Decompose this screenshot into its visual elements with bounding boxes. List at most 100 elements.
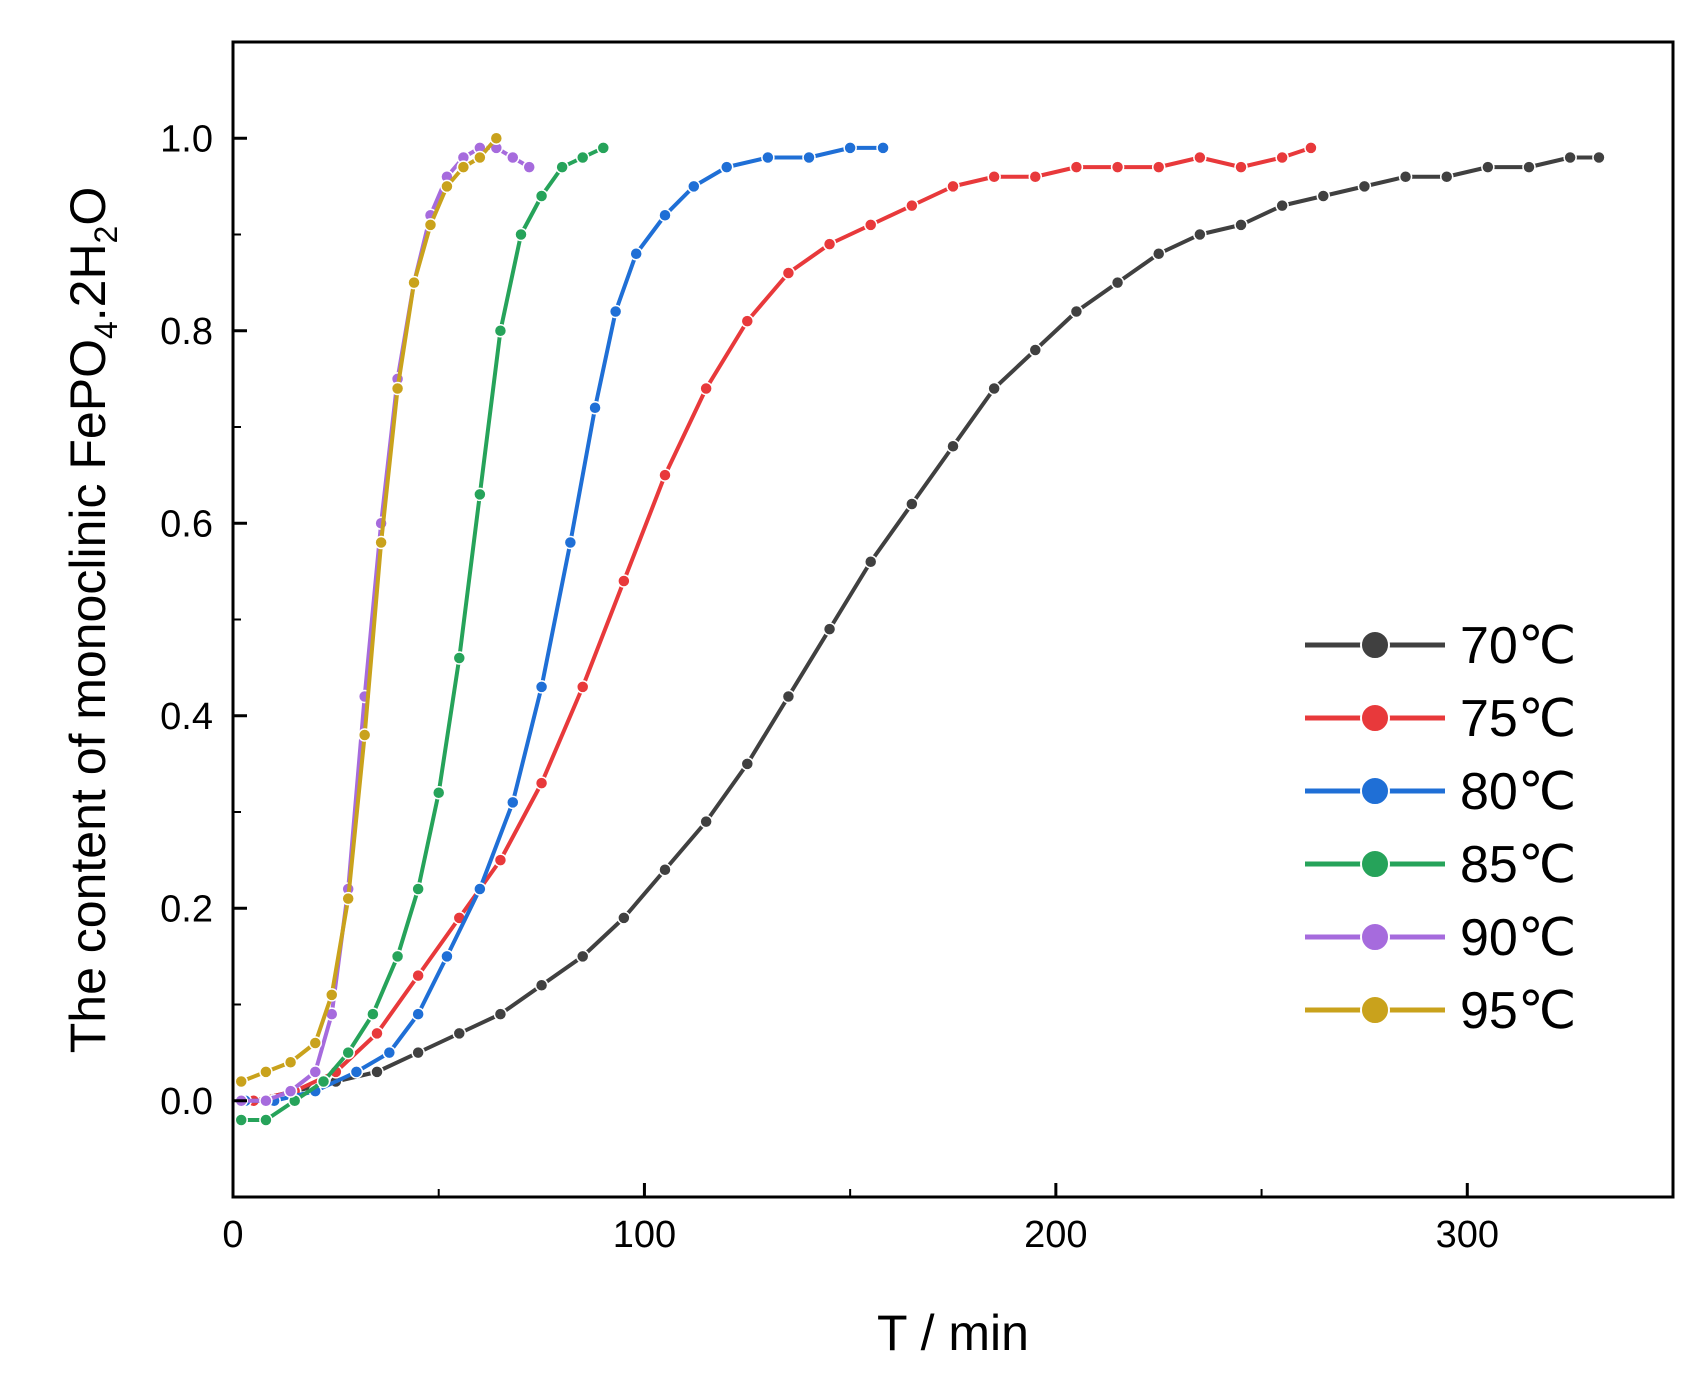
- legend-item: 70℃: [1305, 617, 1576, 675]
- data-point: [1110, 160, 1125, 174]
- data-point: [493, 324, 508, 338]
- data-point: [456, 160, 471, 174]
- x-tick-label: 300: [1436, 1214, 1499, 1256]
- legend-marker: [1360, 776, 1390, 806]
- data-point: [1234, 160, 1248, 174]
- y-axis-title-sub1: 4: [88, 321, 124, 339]
- data-point: [324, 988, 339, 1002]
- data-point: [658, 863, 672, 877]
- data-point: [699, 381, 713, 396]
- data-point: [489, 131, 504, 145]
- y-tick-label: 0.2: [160, 888, 213, 930]
- data-point: [781, 266, 796, 280]
- data-point: [493, 1007, 508, 1021]
- data-point: [316, 1074, 331, 1089]
- data-point: [1069, 304, 1084, 319]
- data-point: [341, 1045, 355, 1060]
- data-point: [534, 978, 549, 992]
- data-point: [740, 314, 755, 328]
- data-point: [308, 1065, 323, 1079]
- data-point: [1275, 150, 1289, 165]
- data-point: [357, 728, 372, 742]
- y-axis-title-suffix: O: [60, 187, 116, 226]
- legend-label: 90℃: [1460, 909, 1576, 967]
- data-point: [1028, 343, 1043, 357]
- data-point: [1193, 150, 1207, 165]
- data-point: [1439, 170, 1454, 184]
- data-point: [617, 574, 631, 588]
- data-point: [1481, 160, 1495, 174]
- data-point: [629, 247, 643, 261]
- data-point: [1151, 160, 1166, 174]
- data-point: [781, 689, 796, 704]
- data-point: [822, 622, 837, 636]
- legend-label: 95℃: [1460, 982, 1576, 1040]
- legend-marker: [1360, 922, 1390, 952]
- series-0: [246, 150, 1606, 1108]
- y-axis-title-sub2: 2: [88, 226, 124, 244]
- data-point: [440, 179, 454, 194]
- data-point: [905, 198, 919, 213]
- data-point: [452, 651, 467, 665]
- data-point: [1398, 170, 1413, 184]
- data-point: [658, 208, 672, 222]
- data-point: [1069, 160, 1084, 174]
- data-point: [370, 1026, 384, 1041]
- series-2: [238, 141, 890, 1108]
- data-point: [946, 179, 960, 194]
- data-point: [534, 776, 549, 790]
- legend-item: 80℃: [1305, 763, 1576, 821]
- data-point: [411, 968, 425, 983]
- y-tick-label: 0.8: [160, 311, 213, 353]
- data-point: [493, 853, 508, 867]
- data-point: [588, 401, 602, 415]
- data-point: [1110, 275, 1125, 290]
- y-axis-title-prefix: The content of monoclinic FePO: [60, 339, 116, 1053]
- x-axis-ticks: 0 100 200 300: [222, 1183, 1499, 1256]
- data-point: [658, 468, 672, 482]
- data-point: [575, 680, 590, 694]
- data-point: [1592, 150, 1606, 165]
- x-tick-label: 200: [1024, 1214, 1087, 1256]
- legend-item: 75℃: [1305, 690, 1576, 748]
- data-point: [440, 949, 454, 964]
- data-point: [575, 949, 590, 964]
- data-point: [259, 1094, 273, 1108]
- legend-item: 85℃: [1305, 836, 1576, 894]
- data-point: [522, 160, 536, 174]
- data-point: [802, 150, 816, 165]
- data-point: [1151, 247, 1166, 261]
- data-point: [534, 189, 549, 203]
- y-tick-label: 0.0: [160, 1081, 213, 1123]
- data-point: [687, 179, 701, 194]
- data-point: [390, 381, 405, 396]
- data-point: [382, 1045, 397, 1060]
- data-point: [1357, 179, 1372, 194]
- legend-item: 90℃: [1305, 909, 1576, 967]
- data-point: [761, 150, 775, 165]
- legend-marker: [1360, 849, 1390, 879]
- legend-label: 85℃: [1460, 836, 1576, 894]
- data-point: [1563, 150, 1577, 165]
- data-point: [563, 535, 578, 550]
- x-tick-label: 100: [613, 1214, 676, 1256]
- x-axis-title: T / min: [877, 1305, 1029, 1361]
- legend-item: 95℃: [1305, 982, 1576, 1040]
- legend-label: 80℃: [1460, 763, 1576, 821]
- series-1: [246, 141, 1318, 1108]
- data-point: [843, 141, 857, 155]
- legend-label: 75℃: [1460, 690, 1576, 748]
- data-point: [506, 150, 520, 165]
- data-point: [596, 141, 611, 155]
- y-tick-label: 0.6: [160, 503, 213, 545]
- data-point: [1316, 189, 1331, 203]
- data-point: [555, 160, 569, 174]
- y-axis-title: The content of monoclinic FePO4.2H2O: [60, 187, 124, 1054]
- data-point: [863, 555, 878, 569]
- data-point: [506, 795, 520, 810]
- y-axis-title-mid: .2H: [60, 243, 116, 321]
- data-point: [407, 275, 421, 290]
- data-point: [987, 381, 1001, 396]
- data-point: [308, 1036, 323, 1050]
